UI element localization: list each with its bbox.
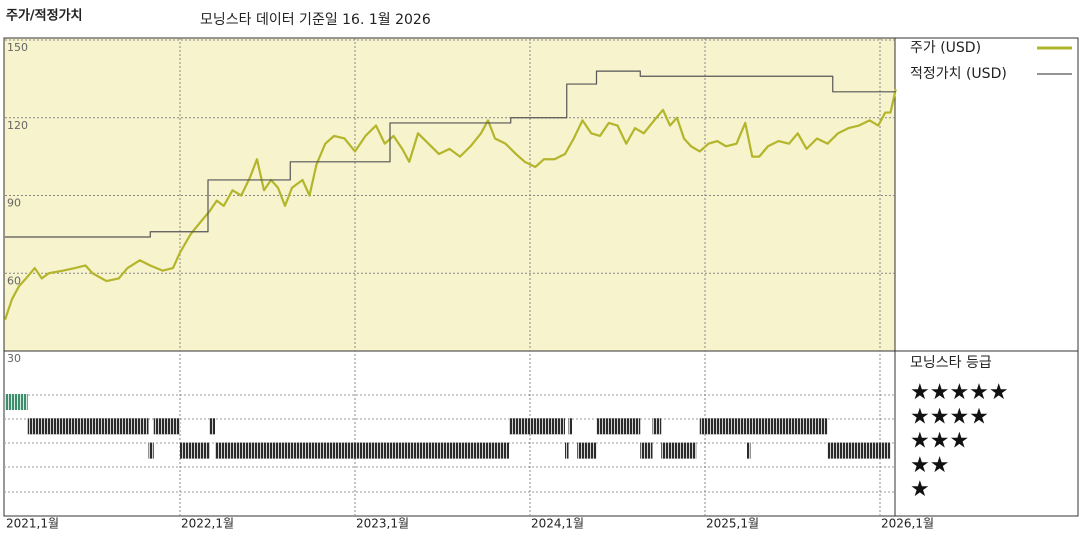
y-tick-label: 120	[7, 119, 28, 132]
chart-title: 주가/적정가치	[6, 8, 83, 24]
y-tick-label: 90	[7, 197, 21, 210]
rating-bar-texture	[509, 418, 565, 435]
rating-bar-texture	[640, 442, 653, 459]
rating-bar-texture	[565, 442, 569, 459]
rating-bar-texture	[180, 442, 210, 459]
legend-label: 적정가치 (USD)	[910, 66, 1007, 82]
x-tick-label: 2025,1월	[706, 517, 759, 531]
rating-bar-texture	[699, 418, 828, 435]
rating-label: ★★★	[910, 429, 969, 454]
y-tick-label: 60	[7, 274, 21, 287]
y-tick-label: 30	[7, 352, 21, 365]
series-line	[5, 70, 896, 238]
legend-label: 주가 (USD)	[910, 40, 981, 56]
rating-bar-texture	[652, 418, 662, 435]
price-panel	[4, 38, 895, 351]
rating-label: ★★★★★	[910, 380, 1009, 405]
rating-bar-texture	[661, 442, 697, 459]
rating-bar-texture	[747, 442, 751, 459]
x-tick-label: 2021,1월	[6, 517, 59, 531]
y-tick-label: 150	[7, 41, 28, 54]
x-tick-label: 2024,1월	[531, 517, 584, 531]
rating-bar-texture	[827, 442, 891, 459]
x-tick-label: 2026,1월	[881, 517, 934, 531]
rating-label: ★	[910, 477, 930, 502]
rating-bar-texture	[27, 418, 149, 435]
rating-bar-texture	[153, 418, 180, 435]
rating-bar-texture	[209, 418, 215, 435]
rating-bar-texture	[5, 394, 28, 410]
rating-bar-texture	[577, 442, 597, 459]
x-tick-label: 2022,1월	[181, 517, 234, 531]
rating-bar-texture	[568, 418, 572, 435]
rating-bar-texture	[596, 418, 641, 435]
frame	[3, 37, 1079, 517]
rating-bar-texture	[148, 442, 154, 459]
subtitle: 모닝스타 데이터 기준일 16. 1월 2026	[200, 12, 431, 28]
x-tick-label: 2023,1월	[356, 517, 409, 531]
rating-bar-texture	[215, 442, 509, 459]
rating-label: ★★	[910, 453, 949, 478]
series-line	[3, 89, 897, 321]
rating-title: 모닝스타 등급	[910, 355, 992, 371]
rating-label: ★★★★	[910, 404, 989, 429]
